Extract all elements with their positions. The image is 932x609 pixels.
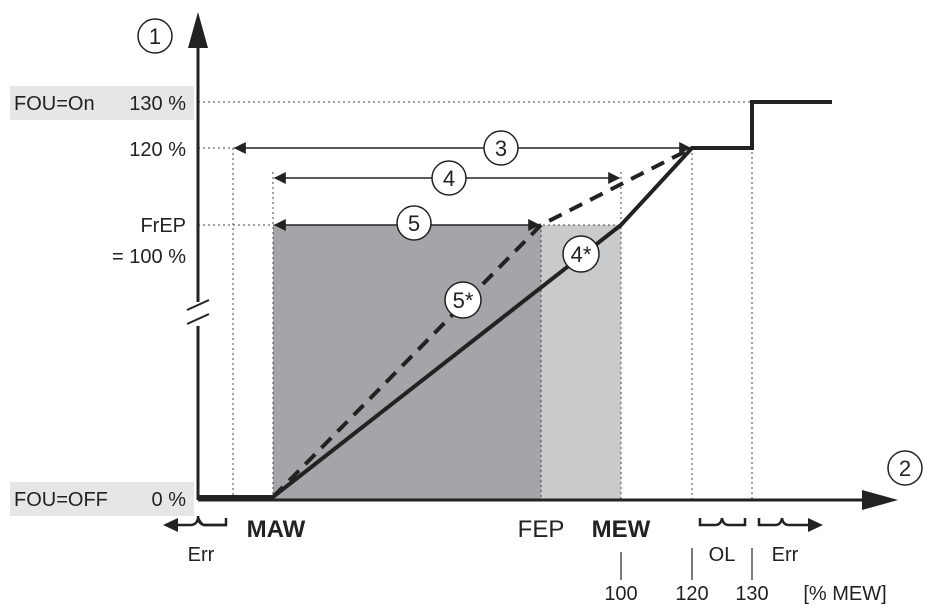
svg-text:4: 4	[443, 166, 455, 191]
ol-label: OL	[709, 544, 736, 566]
axis-break-icon	[186, 299, 210, 326]
axes	[196, 40, 870, 502]
fou-on-label: FOU=On	[14, 93, 95, 115]
marker-4-star: 4*	[562, 235, 600, 273]
y-label-130: 130 %	[129, 93, 186, 115]
marker-4: 4	[431, 160, 467, 196]
marker-1: 1	[137, 18, 173, 54]
ol-brace-icon	[698, 517, 747, 527]
mew-label: MEW	[592, 516, 651, 543]
x-axis-arrow-icon	[862, 490, 898, 510]
y-label-0: 0 %	[152, 489, 187, 511]
marker-2: 2	[887, 450, 923, 486]
x-label-100: 100	[604, 583, 637, 605]
x-label-130: 130	[735, 583, 768, 605]
svg-text:2: 2	[899, 456, 911, 481]
marker-5-star: 5*	[444, 281, 482, 319]
svg-text:4*: 4*	[571, 242, 592, 267]
err-left-label: Err	[188, 544, 215, 566]
err-left-brace-icon	[176, 517, 228, 527]
x-unit-label: [% MEW]	[803, 583, 886, 605]
svg-text:3: 3	[495, 136, 507, 161]
y-label-frep: FrEP	[140, 215, 186, 237]
err-right-label: Err	[772, 544, 799, 566]
y-label-100: = 100 %	[112, 246, 186, 268]
svg-text:5*: 5*	[453, 288, 474, 313]
err-right-brace-icon	[757, 517, 808, 527]
x-tick-marks	[620, 548, 753, 580]
svg-text:5: 5	[408, 211, 420, 236]
fou-off-label: FOU=OFF	[14, 489, 108, 511]
fep-label: FEP	[518, 516, 565, 543]
fou-on-label-bg	[10, 86, 194, 120]
marker-5: 5	[396, 205, 432, 241]
y-axis-arrow-icon	[188, 12, 208, 48]
err-left-arrow-icon	[163, 518, 178, 532]
svg-text:1: 1	[149, 24, 161, 49]
y-label-120: 120 %	[129, 139, 186, 161]
err-right-arrow-icon	[808, 518, 823, 532]
marker-3: 3	[483, 130, 519, 166]
curve-dashed	[271, 146, 693, 499]
maw-label: MAW	[247, 516, 306, 543]
fou-off-label-bg	[10, 482, 194, 516]
x-label-120: 120	[675, 583, 708, 605]
